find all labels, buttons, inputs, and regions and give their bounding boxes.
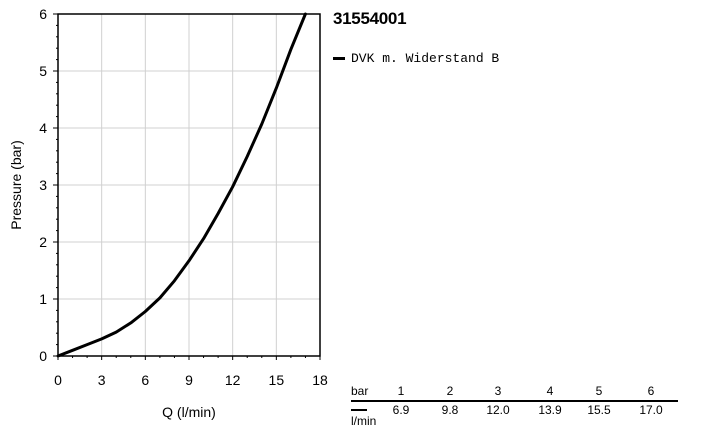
legend-label: DVK m. Widerstand B [351, 51, 500, 66]
x-tick-label: 0 [54, 372, 62, 388]
pressure-cell: 1 [397, 384, 405, 398]
flow-cell: 6.9 [392, 403, 410, 417]
x-tick-label: 15 [269, 372, 285, 388]
y-tick-label: 2 [39, 234, 47, 250]
pressure-row: bar 1 2 3 4 5 6 [351, 383, 678, 402]
pressure-cell: 5 [595, 384, 603, 398]
y-axis-title: Pressure (bar) [8, 140, 24, 229]
y-tick-label: 3 [39, 177, 47, 193]
pressure-cell: 6 [647, 384, 655, 398]
flow-table: bar 1 2 3 4 5 6 6.9 9.8 12.0 13.9 15.5 17.0 l/min [351, 383, 678, 428]
legend-line-swatch [333, 57, 345, 60]
y-tick-label: 0 [39, 348, 47, 364]
pressure-unit: bar [351, 384, 369, 398]
flow-unit: l/min [351, 414, 377, 428]
pressure-cell: 4 [546, 384, 554, 398]
x-tick-label: 9 [185, 372, 193, 388]
x-tick-label: 3 [98, 372, 106, 388]
flow-cell: 12.0 [486, 403, 510, 417]
x-tick-label: 6 [141, 372, 149, 388]
flow-cell: 9.8 [441, 403, 459, 417]
y-tick-label: 5 [39, 63, 47, 79]
flow-cell: 15.5 [587, 403, 611, 417]
flow-row: 6.9 9.8 12.0 13.9 15.5 17.0 [351, 402, 678, 419]
flow-cell: 17.0 [639, 403, 663, 417]
x-tick-label: 18 [312, 372, 328, 388]
y-tick-label: 6 [39, 6, 47, 22]
legend: DVK m. Widerstand B [333, 51, 499, 66]
flow-legend-mark [351, 409, 367, 411]
x-tick-label: 12 [225, 372, 241, 388]
grid-lines [58, 14, 320, 356]
series-layer [56, 12, 307, 358]
series-line-dvk [56, 12, 307, 358]
y-tick-label: 1 [39, 291, 47, 307]
flow-cell: 13.9 [538, 403, 562, 417]
x-axis-title: Q (l/min) [162, 404, 216, 420]
pressure-cell: 3 [494, 384, 502, 398]
product-number-title: 31554001 [333, 9, 407, 28]
pressure-cell: 2 [446, 384, 454, 398]
y-tick-label: 4 [39, 120, 47, 136]
